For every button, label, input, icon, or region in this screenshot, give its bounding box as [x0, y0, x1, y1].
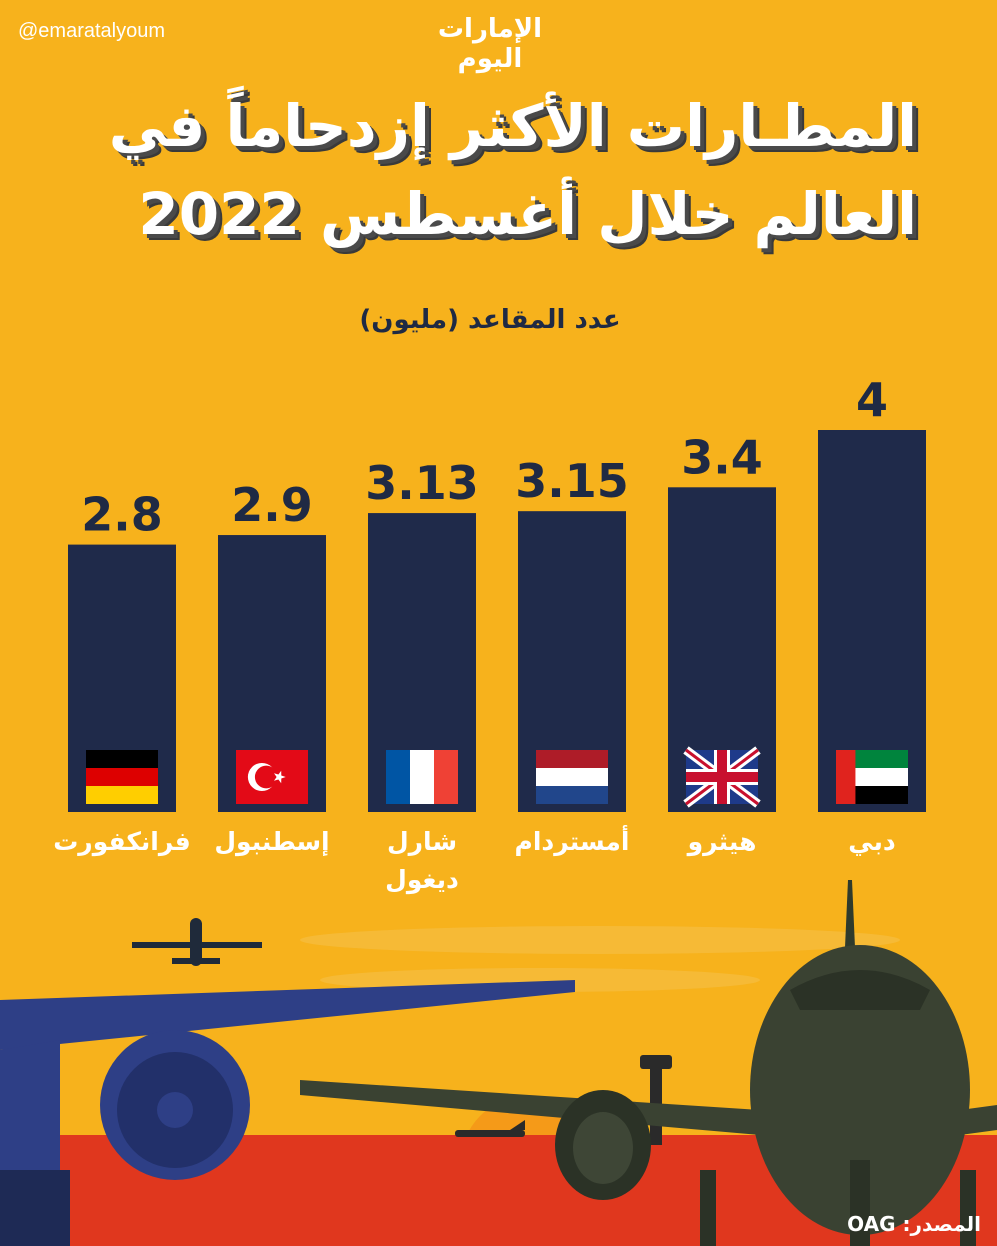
airliner-illustration — [300, 880, 997, 1246]
germany-flag-icon — [86, 750, 158, 768]
social-handle: @emaratalyoum — [18, 20, 166, 43]
bar-value-label: 4 — [856, 373, 888, 427]
airport-scene-illustration — [0, 880, 997, 1246]
bar-value-label: 2.9 — [231, 478, 313, 532]
bar-value-label: 3.13 — [365, 456, 479, 510]
france-flag-icon — [386, 750, 410, 804]
category-label: ديغول — [385, 865, 459, 895]
netherlands-flag-icon — [536, 750, 608, 768]
uae-flag-icon — [836, 750, 856, 804]
unit-label: عدد المقاعد (مليون) — [359, 305, 621, 335]
turkey-flag-icon — [254, 765, 278, 789]
category-label: فرانكفورت — [53, 827, 191, 857]
france-flag-icon — [434, 750, 458, 804]
germany-flag-icon — [86, 786, 158, 804]
chart-bar — [818, 430, 926, 812]
bar-value-label: 3.15 — [515, 454, 629, 508]
category-label: أمستردام — [515, 825, 630, 857]
chart-title: المطـارات الأكثر إزدحاماً في العالم خلال… — [60, 82, 917, 258]
france-flag-icon — [410, 750, 434, 804]
category-label: دبي — [848, 827, 896, 856]
title-line-1: المطـارات الأكثر إزدحاماً في — [108, 92, 917, 160]
bar-value-label: 2.8 — [81, 488, 163, 542]
bar-value-label: 3.4 — [681, 430, 763, 484]
uk-flag-icon — [686, 772, 758, 782]
bar-chart: 4 دبي 3.4 هيثرو 3.15 أمستردام 3.13 شارل ديغول 2.9… — [53, 373, 926, 895]
netherlands-flag-icon — [536, 768, 608, 786]
title-line-2: العالم خلال أغسطس 2022 — [138, 180, 917, 248]
source-label: المصدر: OAG — [847, 1212, 981, 1236]
category-label: إسطنبول — [214, 827, 329, 857]
turkey-flag-icon — [274, 770, 286, 784]
cloud-shape — [300, 926, 900, 954]
netherlands-flag-icon — [536, 786, 608, 804]
germany-flag-icon — [86, 768, 158, 786]
category-label: شارل — [387, 827, 457, 856]
distant-plane-icon — [455, 1120, 525, 1137]
publisher-logo: الإمارات اليوم — [437, 14, 543, 74]
blue-plane-illustration — [0, 980, 575, 1246]
small-plane-icon — [132, 918, 262, 966]
category-label: هيثرو — [686, 827, 757, 857]
